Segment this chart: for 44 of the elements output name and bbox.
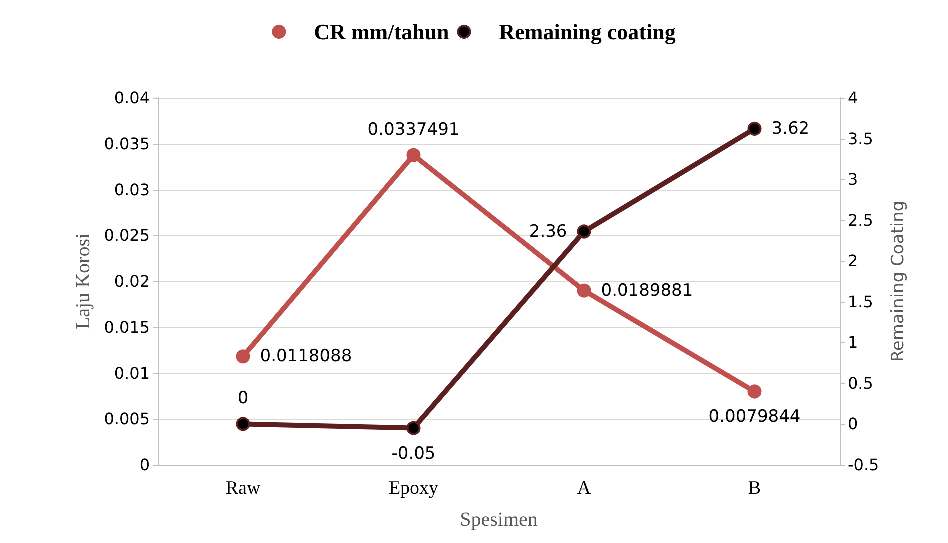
point bbox=[406, 148, 421, 162]
y-tick-label: 0.04 bbox=[114, 88, 150, 108]
data-label: 2.36 bbox=[529, 222, 568, 242]
y2-tick-label: 3 bbox=[848, 170, 858, 190]
x-axis-title: Spesimen bbox=[460, 509, 538, 531]
data-label: 3.62 bbox=[772, 118, 810, 139]
x-tick-label: A bbox=[577, 478, 592, 499]
point bbox=[748, 384, 762, 399]
y-tick-label: 0.015 bbox=[104, 318, 150, 337]
y2-tick-label: -0.5 bbox=[848, 456, 880, 474]
y-tick-label: 0.025 bbox=[104, 226, 150, 246]
data-label: 0.0337491 bbox=[368, 120, 460, 140]
legend-label: Remaining coating bbox=[499, 20, 676, 44]
data-label: 0.0118088 bbox=[260, 346, 352, 367]
y2-tick-label: 2.5 bbox=[848, 210, 874, 230]
y-tick-label: 0 bbox=[140, 456, 150, 474]
x-tick-label: Epoxy bbox=[388, 478, 440, 499]
point bbox=[406, 421, 421, 436]
legend-label: CR mm/tahun bbox=[314, 20, 450, 44]
data-label: 0 bbox=[238, 388, 249, 409]
y-tick-label: 0.005 bbox=[104, 410, 150, 429]
y-tick-label: 0.035 bbox=[104, 134, 150, 154]
y2-tick-label: 0.5 bbox=[848, 374, 874, 393]
point bbox=[748, 122, 762, 136]
y2-tick-label: 1 bbox=[848, 333, 858, 352]
y2-axis-title: Remaining Coating bbox=[888, 200, 909, 362]
y2-tick-label: 3.5 bbox=[848, 129, 874, 148]
y2-tick-label: 2 bbox=[848, 252, 858, 271]
y-axis-title: Laju Korosi bbox=[72, 233, 94, 330]
point bbox=[236, 350, 250, 364]
point bbox=[236, 417, 250, 432]
y-tick-label: 0.01 bbox=[114, 364, 150, 383]
point bbox=[577, 284, 592, 298]
y-tick-label: 0.02 bbox=[114, 272, 150, 291]
x-tick-label: B bbox=[748, 478, 762, 499]
point bbox=[577, 224, 592, 239]
x-tick-label: Raw bbox=[226, 478, 261, 499]
data-label: 0.0079844 bbox=[708, 407, 801, 428]
data-label: 0.0189881 bbox=[601, 280, 694, 301]
y-tick-label: 0.03 bbox=[114, 180, 150, 200]
y2-tick-label: 0 bbox=[848, 414, 858, 434]
data-label: -0.05 bbox=[392, 444, 436, 464]
y2-tick-label: 4 bbox=[848, 88, 858, 108]
y2-tick-label: 1.5 bbox=[848, 292, 874, 312]
